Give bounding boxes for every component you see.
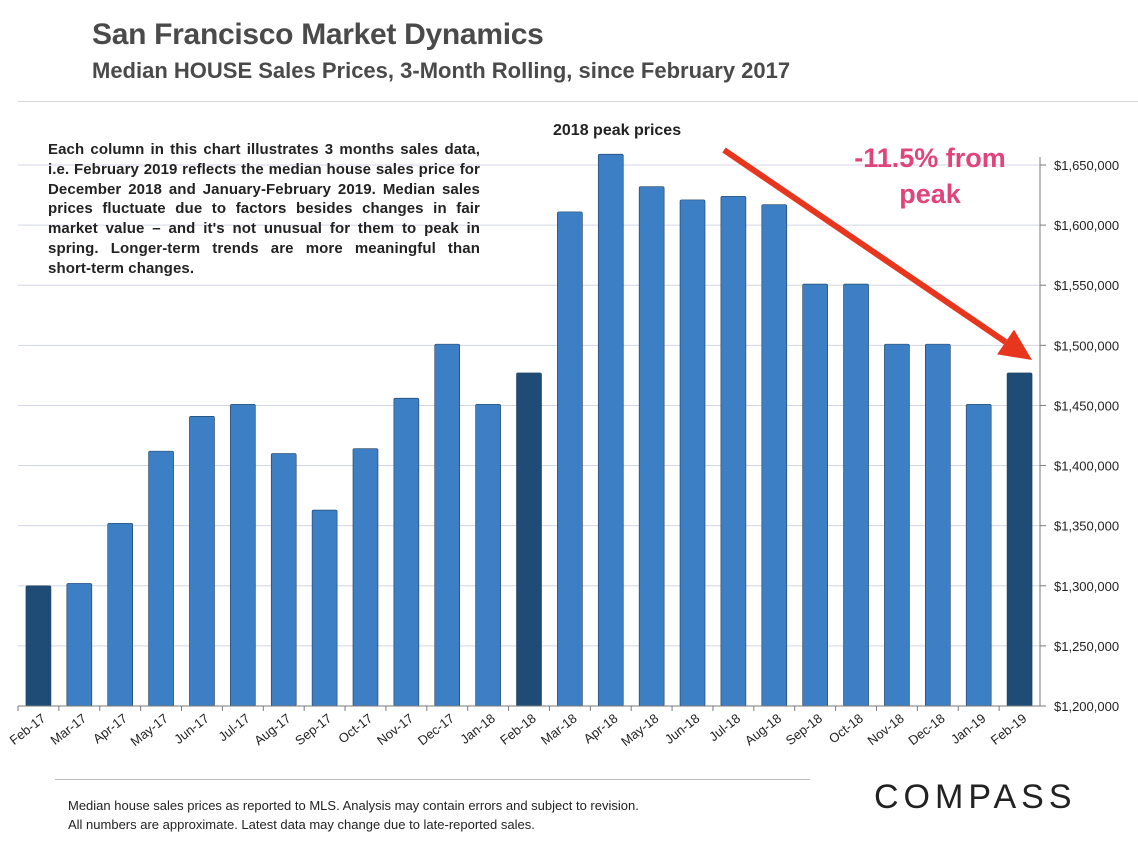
bar [924, 343, 951, 707]
bar [679, 199, 706, 707]
bar [393, 397, 420, 707]
decline-annotation: -11.5% from peak [854, 143, 1006, 209]
peak-annotation: 2018 peak prices [553, 122, 682, 139]
footer-disclaimer: Median house sales prices as reported to… [68, 796, 828, 834]
bar [475, 403, 501, 707]
x-tick-label: Jan-18 [457, 711, 498, 747]
compass-logo: COMPASS [874, 778, 1077, 816]
y-tick-label: $1,400,000 [1054, 459, 1119, 474]
footer-line-1: Median house sales prices as reported to… [68, 798, 639, 813]
y-tick-label: $1,500,000 [1054, 338, 1119, 353]
bar [66, 583, 93, 707]
x-tick-label: Dec-17 [415, 711, 457, 749]
arrow-head [997, 329, 1032, 360]
x-tick-label: Jul-18 [706, 711, 743, 745]
explanation-note: Each column in this chart illustrates 3 … [48, 141, 480, 277]
bar [25, 585, 52, 707]
bar [843, 283, 869, 707]
y-tick-label: $1,250,000 [1054, 639, 1119, 654]
bar [720, 195, 747, 707]
x-tick-label: Aug-18 [742, 711, 784, 749]
x-tick-label: May-18 [618, 711, 661, 750]
bar [311, 509, 338, 707]
x-tick-label: Jan-19 [948, 711, 989, 747]
bar [1006, 372, 1033, 707]
bar [516, 372, 542, 707]
bar [638, 186, 665, 707]
x-tick-label: Jul-17 [216, 711, 253, 745]
x-tick-label: Jun-17 [171, 711, 212, 747]
bar [270, 453, 297, 707]
arrow-shaft [722, 147, 1008, 345]
bar [189, 415, 215, 707]
x-tick-label: Nov-17 [374, 711, 416, 749]
x-tick-label: May-17 [128, 711, 171, 750]
bar [965, 403, 992, 707]
x-tick-label: Sep-17 [292, 711, 334, 749]
header-divider [18, 101, 1138, 102]
y-tick-label: $1,300,000 [1054, 579, 1119, 594]
x-tick-label: Oct-17 [335, 711, 375, 747]
bar [557, 211, 583, 707]
bar [230, 403, 256, 707]
x-tick-label: Jun-18 [662, 711, 703, 747]
y-tick-label: $1,600,000 [1054, 218, 1119, 233]
y-tick-label: $1,550,000 [1054, 278, 1119, 293]
x-tick-label: Mar-17 [47, 711, 89, 748]
x-tick-label: Mar-18 [538, 711, 580, 748]
y-tick-label: $1,450,000 [1054, 398, 1119, 413]
bar [884, 343, 910, 707]
bars [25, 153, 1033, 707]
y-tick-label: $1,350,000 [1054, 519, 1119, 534]
y-tick-label: $1,650,000 [1054, 158, 1119, 173]
x-tick-label: Aug-17 [251, 711, 293, 749]
x-tick-label: Feb-19 [988, 711, 1030, 748]
bar [107, 522, 133, 707]
x-tick-label: Nov-18 [864, 711, 906, 749]
footer-divider [55, 779, 810, 780]
x-tick-label: Dec-18 [905, 711, 947, 749]
bar [352, 448, 379, 707]
bar [802, 283, 828, 707]
x-tick-label: Oct-18 [826, 711, 866, 747]
bar [148, 450, 174, 707]
x-tick-label: Feb-17 [7, 711, 49, 748]
x-tick-label: Feb-18 [497, 711, 539, 748]
chart-title: San Francisco Market Dynamics [92, 18, 544, 51]
x-tick-label: Apr-17 [90, 711, 130, 747]
decline-arrow [722, 147, 1032, 360]
bar [761, 204, 788, 707]
x-tick-label: Sep-18 [783, 711, 825, 749]
bar [597, 153, 624, 707]
bar [434, 343, 461, 707]
chart-subtitle: Median HOUSE Sales Prices, 3-Month Rolli… [92, 58, 791, 83]
y-tick-label: $1,200,000 [1054, 699, 1119, 714]
x-tick-label: Apr-18 [581, 711, 621, 747]
footer-line-2: All numbers are approximate. Latest data… [68, 817, 535, 832]
